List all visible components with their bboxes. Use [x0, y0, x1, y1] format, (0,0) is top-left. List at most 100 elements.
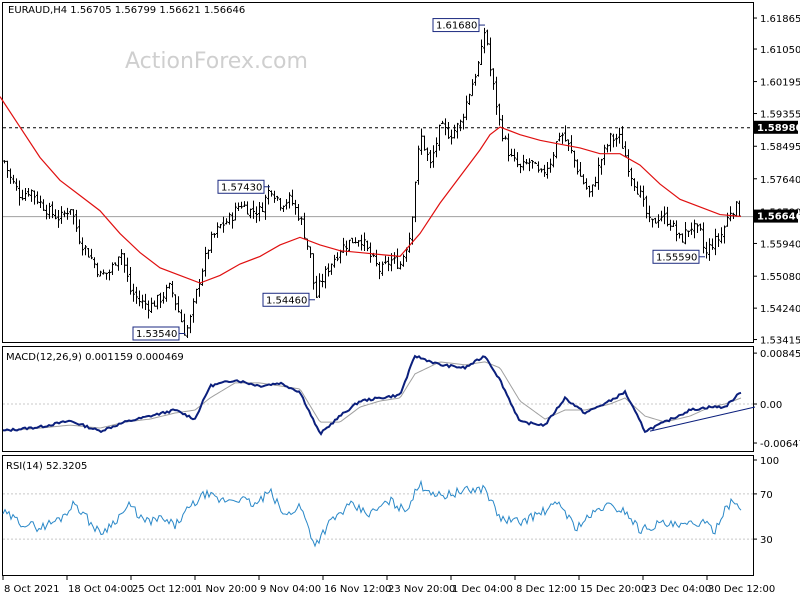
price-ytick-label: 1.57640: [760, 175, 800, 186]
candle: [39, 195, 42, 208]
candle: [249, 208, 252, 219]
candle: [672, 220, 675, 228]
candle: [375, 249, 378, 267]
macd-title: MACD(12,26,9) 0.001159 0.000469: [6, 352, 184, 363]
candle: [678, 232, 681, 239]
candle: [720, 227, 723, 244]
svg-text:1.61680: 1.61680: [436, 21, 477, 32]
candle: [72, 209, 75, 225]
candle: [297, 204, 300, 221]
svg-text:1.58980: 1.58980: [757, 123, 800, 134]
candle: [15, 178, 18, 191]
candle: [171, 281, 174, 298]
candle: [531, 160, 534, 169]
candle: [558, 132, 561, 142]
candle: [519, 163, 522, 174]
candle: [36, 191, 39, 205]
swing-price-label: 1.54460: [262, 292, 315, 307]
candle: [621, 126, 624, 149]
candle: [27, 188, 30, 197]
candle: [423, 135, 426, 151]
candle: [192, 298, 195, 323]
candle: [483, 27, 486, 54]
rsi-ytick-label: 70: [760, 490, 773, 501]
candle: [309, 246, 312, 258]
candle: [393, 252, 396, 264]
svg-text:1.55590: 1.55590: [656, 252, 697, 263]
candle: [183, 313, 186, 336]
svg-text:1.53540: 1.53540: [136, 329, 177, 340]
candle: [87, 248, 90, 258]
candle: [240, 201, 243, 209]
svg-text:1.56646: 1.56646: [757, 212, 800, 223]
candle: [285, 199, 288, 210]
candle: [735, 201, 738, 217]
candle: [279, 198, 282, 211]
moving-average-line: [0, 96, 742, 284]
candle: [459, 119, 462, 132]
price-panel-frame: [2, 2, 754, 343]
candle: [450, 129, 453, 145]
candle: [294, 199, 297, 215]
candle: [336, 252, 339, 262]
candle: [330, 263, 333, 275]
candle: [234, 202, 237, 221]
macd-ytick-label: -0.006475: [760, 439, 800, 450]
candle: [546, 161, 549, 179]
price-ytick-label: 1.58495: [760, 142, 800, 153]
candle: [420, 128, 423, 155]
candle: [141, 294, 144, 309]
candle: [378, 261, 381, 280]
candle: [225, 218, 228, 225]
candle: [462, 113, 465, 130]
candle: [396, 248, 399, 270]
candle: [123, 252, 126, 273]
macd-ytick-label: 0.00: [760, 400, 782, 411]
candle: [465, 95, 468, 121]
candle: [441, 120, 444, 125]
candle: [738, 200, 741, 217]
candle: [180, 309, 183, 323]
rsi-line: [2, 479, 742, 548]
candle: [30, 189, 33, 202]
rsi-title: RSI(14) 52.3205: [6, 461, 87, 472]
price-ytick-label: 1.61050: [760, 45, 800, 56]
macd-signal-line: [2, 361, 742, 432]
candle: [648, 205, 651, 223]
candle: [702, 222, 705, 254]
candle: [399, 261, 402, 270]
price-panel: 1.61865 1.61050 1.60195 1.59355 1.58495 1.576…: [0, 14, 800, 347]
candle: [426, 147, 429, 161]
candle: [615, 133, 618, 147]
candle: [630, 167, 633, 187]
candle: [408, 232, 411, 253]
candle: [576, 159, 579, 175]
swing-price-label: 1.61680: [432, 18, 485, 33]
candle: [276, 195, 279, 201]
candle: [369, 242, 372, 263]
candle: [144, 293, 147, 310]
candle: [9, 168, 12, 184]
x-tick-label: 8 Oct 2021: [4, 584, 59, 595]
candle: [699, 223, 702, 231]
candle: [291, 189, 294, 206]
candle: [723, 225, 726, 244]
candle: [471, 79, 474, 97]
candle: [474, 73, 477, 86]
candle: [66, 207, 69, 220]
candle: [78, 219, 81, 245]
candle: [339, 249, 342, 264]
candle: [303, 212, 306, 239]
candle: [417, 145, 420, 185]
candle: [708, 238, 711, 261]
candle: [618, 127, 621, 144]
x-tick-label: 1 Nov 20:00: [196, 584, 257, 595]
candle: [561, 132, 564, 144]
macd-panel-frame: [2, 346, 754, 452]
x-tick-label: 23 Dec 04:00: [644, 584, 711, 595]
candle: [540, 168, 543, 173]
price-ytick-label: 1.55940: [760, 239, 800, 250]
price-ytick-label: 1.53415: [760, 336, 800, 347]
candle: [438, 124, 441, 151]
candle: [381, 261, 384, 276]
